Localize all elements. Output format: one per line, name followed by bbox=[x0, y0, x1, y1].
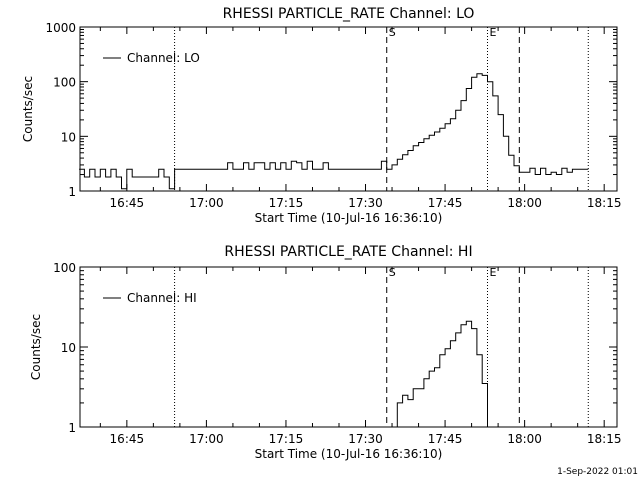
x-tick-label: 18:15 bbox=[587, 432, 622, 446]
chart-panel-1: RHESSI PARTICLE_RATE Channel: LO 16:45 17:… bbox=[21, 6, 621, 225]
x-axis-label: Start Time (10-Jul-16 16:36:10) bbox=[255, 447, 443, 461]
marker-label: S bbox=[389, 26, 396, 39]
x-tick-label: 18:00 bbox=[507, 196, 542, 210]
chart-title: RHESSI PARTICLE_RATE Channel: LO bbox=[223, 6, 475, 22]
y-tick-label: 1 bbox=[68, 185, 76, 199]
x-tick-label: 18:15 bbox=[587, 196, 622, 210]
marker-label: E bbox=[490, 26, 497, 39]
x-tick-label: 17:45 bbox=[428, 196, 463, 210]
chart-panel-2: RHESSI PARTICLE_RATE Channel: HI 16:45 17:… bbox=[29, 244, 621, 461]
series-line bbox=[392, 320, 488, 428]
chart-title: RHESSI PARTICLE_RATE Channel: HI bbox=[224, 244, 472, 260]
marker-label: S bbox=[389, 266, 396, 279]
y-axis-label: Counts/sec bbox=[21, 76, 35, 142]
y-tick-label: 100 bbox=[53, 76, 76, 90]
x-tick-label: 17:15 bbox=[269, 432, 304, 446]
marker-label: E bbox=[490, 266, 497, 279]
y-tick-label: 100 bbox=[53, 261, 76, 275]
x-tick-label: 17:45 bbox=[428, 432, 463, 446]
y-tick-label: 10 bbox=[61, 130, 76, 144]
plot-frame bbox=[79, 26, 618, 192]
x-tick-label: 17:00 bbox=[189, 432, 224, 446]
footer-date: 1-Sep-2022 01:01 bbox=[557, 467, 638, 477]
x-tick-label: 18:00 bbox=[507, 432, 542, 446]
x-tick-label: 17:00 bbox=[189, 196, 224, 210]
x-tick-label: 17:30 bbox=[348, 196, 383, 210]
legend-label: Channel: HI bbox=[127, 291, 197, 305]
x-axis-label: Start Time (10-Jul-16 16:36:10) bbox=[255, 211, 443, 225]
x-tick-label: 17:30 bbox=[348, 432, 383, 446]
y-tick-label: 10 bbox=[61, 341, 76, 355]
y-axis-label: Counts/sec bbox=[29, 314, 43, 380]
legend-label: Channel: LO bbox=[127, 51, 200, 65]
y-tick-label: 1000 bbox=[45, 21, 76, 35]
y-tick-label: 1 bbox=[68, 421, 76, 435]
x-tick-label: 17:15 bbox=[269, 196, 304, 210]
x-tick-label: 16:45 bbox=[110, 432, 145, 446]
x-tick-label: 16:45 bbox=[110, 196, 145, 210]
series-line bbox=[79, 73, 589, 190]
